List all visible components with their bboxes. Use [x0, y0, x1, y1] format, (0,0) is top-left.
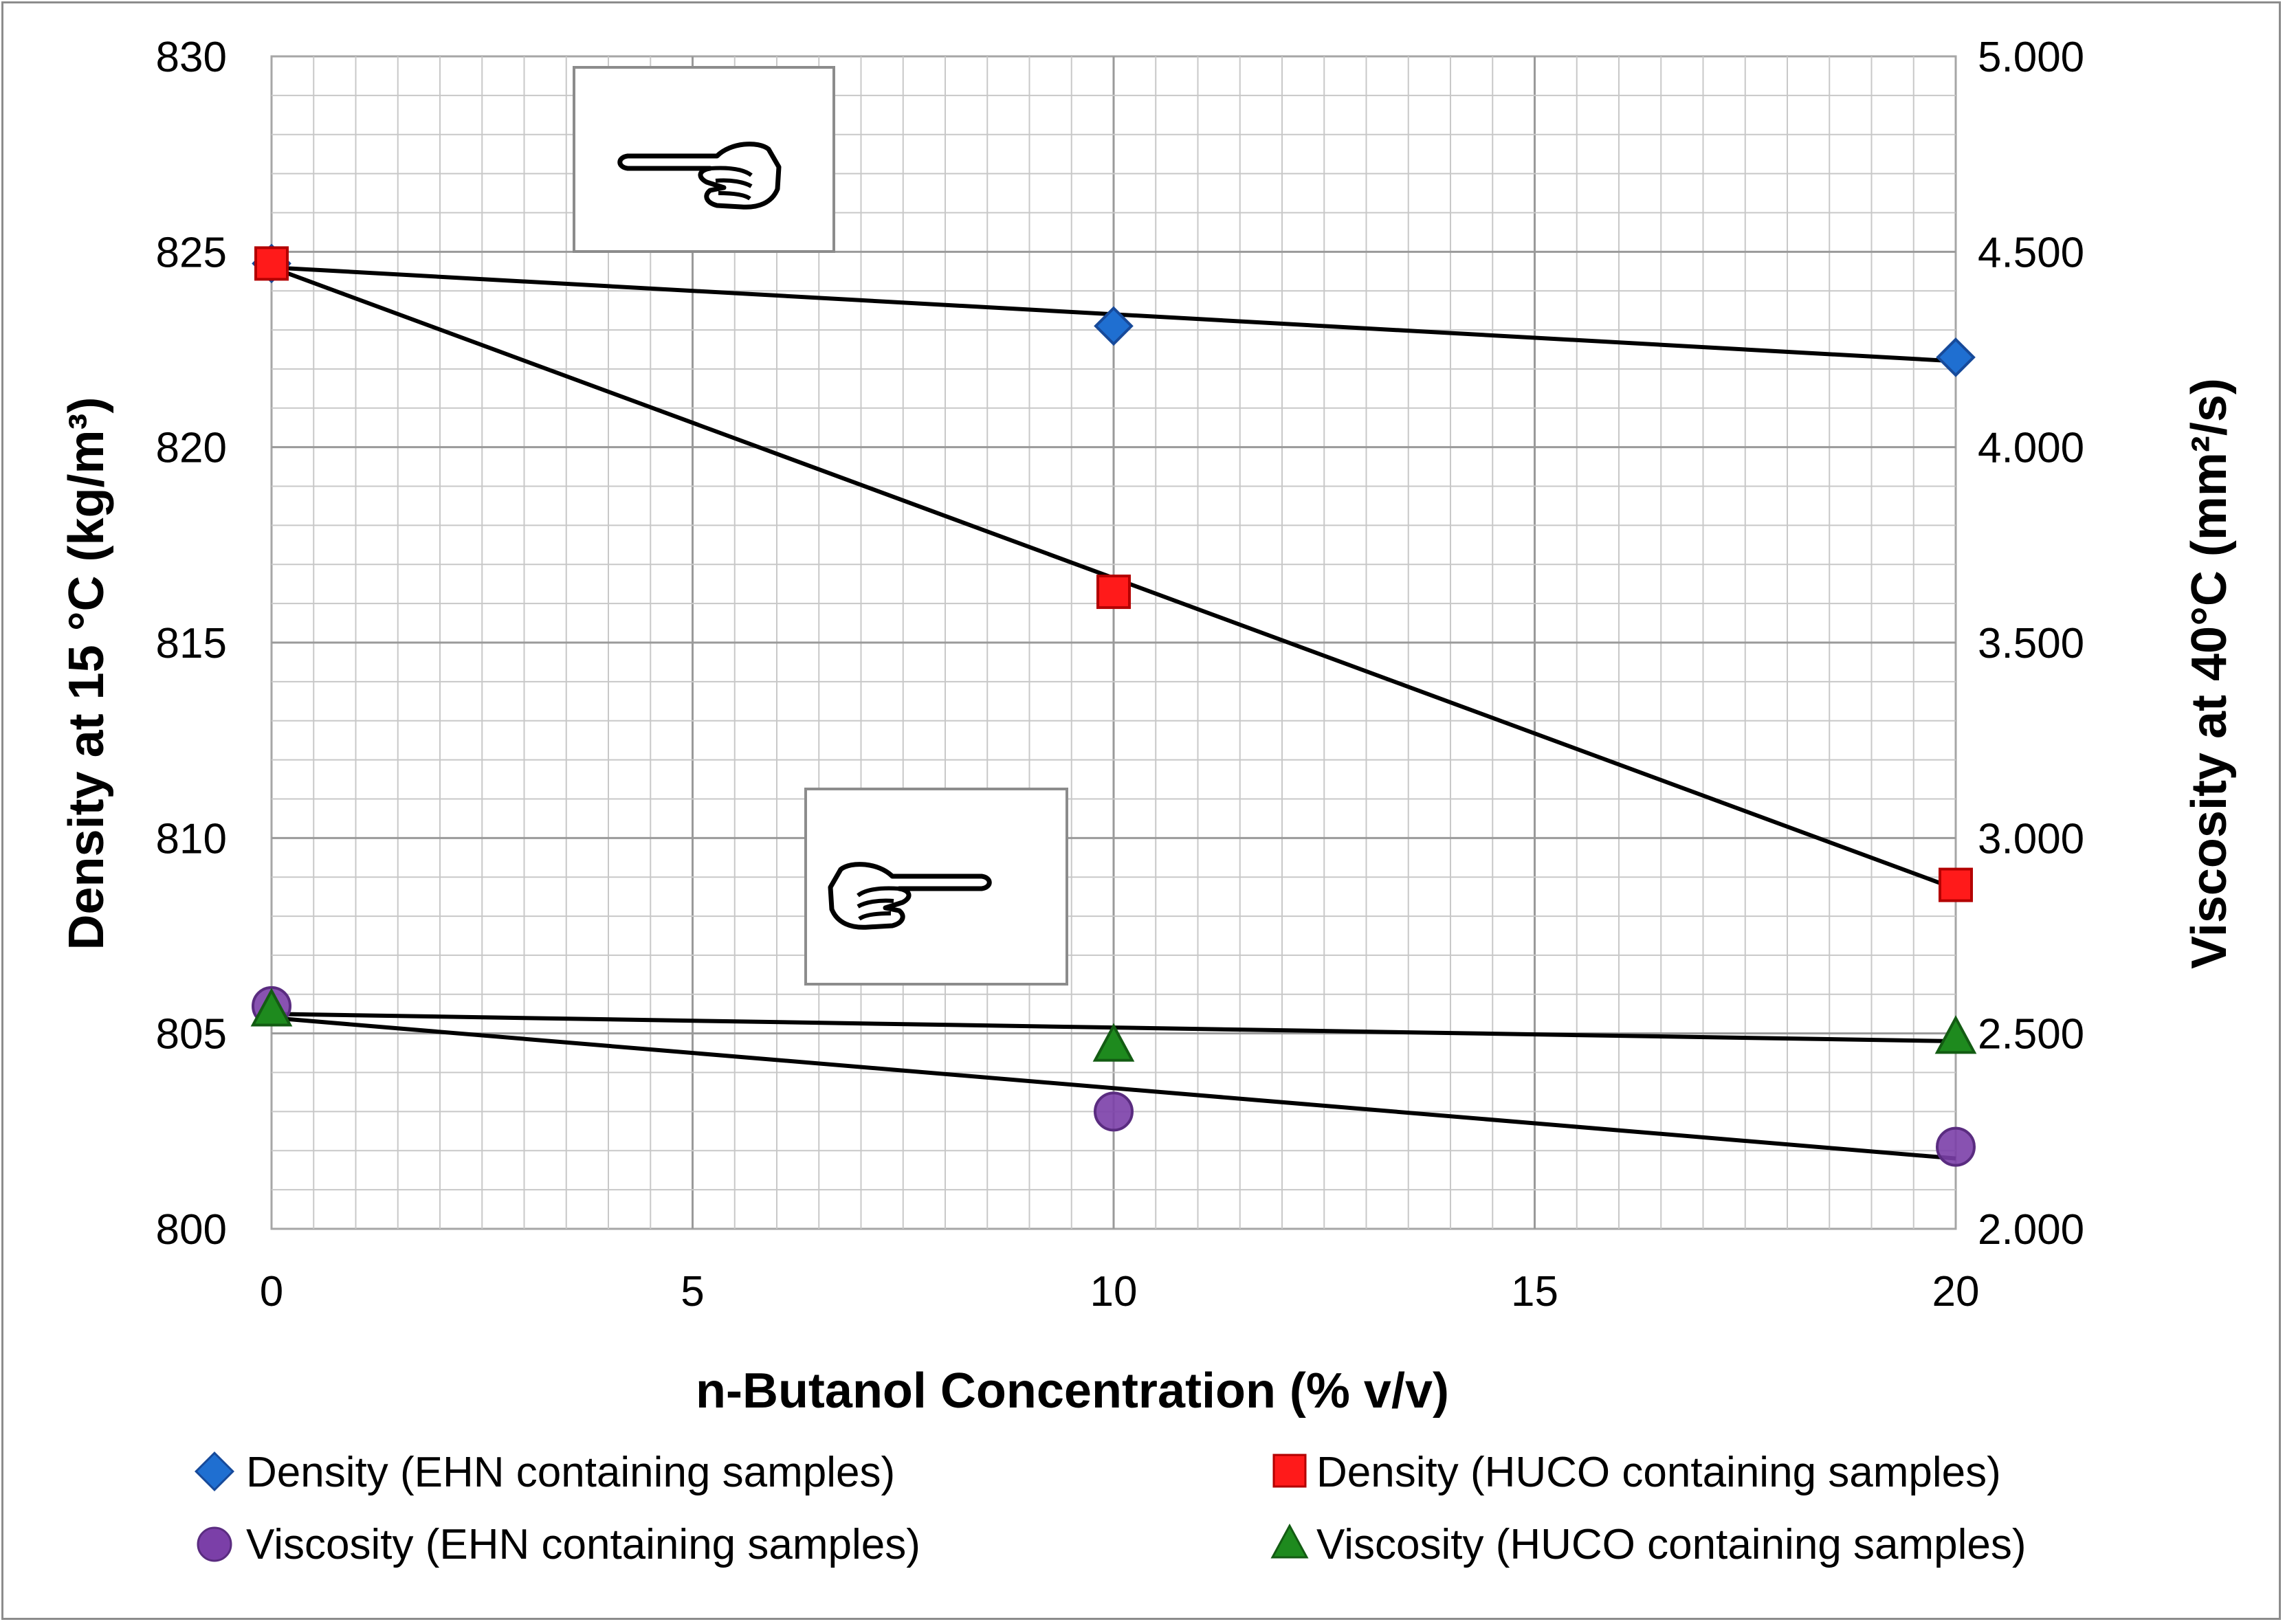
triangle-marker-icon: [1270, 1523, 1309, 1559]
legend-label: Density (HUCO containing samples): [1316, 1449, 2001, 1496]
square-data-point: [1096, 575, 1131, 610]
legend-item-viscosity-huco[interactable]: Viscosity (HUCO containing samples): [1270, 1521, 2027, 1568]
y-right-axis-title: Viscosity at 40°C (mm²/s): [2182, 378, 2237, 969]
y-left-tick-label: 810: [156, 815, 227, 863]
x-tick-label: 10: [1090, 1268, 1138, 1315]
y-left-tick-label: 805: [156, 1011, 227, 1058]
trendline: [271, 1015, 1956, 1161]
diamond-data-point: [1936, 337, 1976, 377]
y-right-tick-label: 2.500: [1978, 1011, 2084, 1058]
legend-item-density-huco[interactable]: Density (HUCO containing samples): [1272, 1449, 2001, 1496]
triangle-data-point: [250, 988, 293, 1027]
diamond-marker-icon: [195, 1451, 234, 1491]
y-right-tick-label: 3.000: [1978, 815, 2084, 863]
markers: [250, 243, 1977, 1167]
square-data-point: [1939, 867, 1973, 902]
legend-label: Density (EHN containing samples): [246, 1449, 895, 1496]
y-right-tick-label: 4.500: [1978, 229, 2084, 276]
y-right-tick-label: 2.000: [1978, 1206, 2084, 1254]
triangle-data-point: [1934, 1015, 1977, 1054]
x-tick-label: 5: [681, 1268, 704, 1315]
circle-data-point: [1094, 1091, 1134, 1132]
y-right-tick-label: 3.500: [1978, 620, 2084, 667]
pointing-hand-right-icon: [617, 142, 782, 210]
square-data-point: [254, 246, 289, 281]
pointing-hand-right-icon: [828, 862, 992, 930]
circle-marker-icon: [197, 1526, 232, 1562]
ticks: 0 5 10 15 20 800 805 810 815 820 825 830 2.000 2.500 3…: [156, 34, 2085, 1315]
legend-item-viscosity-ehn[interactable]: Viscosity (EHN containing samples): [197, 1521, 920, 1568]
legend-label: Viscosity (EHN containing samples): [246, 1521, 920, 1568]
y-left-tick-label: 815: [156, 620, 227, 667]
y-left-tick-label: 800: [156, 1206, 227, 1254]
legend-item-density-ehn[interactable]: Density (EHN containing samples): [195, 1449, 895, 1496]
y-left-tick-label: 820: [156, 425, 227, 472]
y-right-tick-label: 4.000: [1978, 425, 2084, 472]
y-left-tick-label: 830: [156, 34, 227, 81]
legend: Density (EHN containing samples) Density…: [195, 1449, 2027, 1568]
y-right-tick-label: 5.000: [1978, 34, 2084, 81]
legend-label: Viscosity (HUCO containing samples): [1316, 1521, 2027, 1568]
square-marker-icon: [1272, 1454, 1307, 1488]
triangle-data-point: [1092, 1023, 1135, 1062]
diamond-data-point: [1094, 306, 1134, 346]
x-axis-title: n-Butanol Concentration (% v/v): [696, 1364, 1449, 1419]
annotation-2: [804, 788, 1068, 986]
x-tick-label: 20: [1932, 1268, 1980, 1315]
x-tick-label: 15: [1511, 1268, 1558, 1315]
x-tick-label: 0: [260, 1268, 283, 1315]
circle-data-point: [1936, 1126, 1976, 1167]
y-left-axis-title: Density at 15 °C (kg/m³): [59, 397, 114, 950]
y-left-tick-label: 825: [156, 229, 227, 276]
annotation-1: [573, 66, 835, 253]
